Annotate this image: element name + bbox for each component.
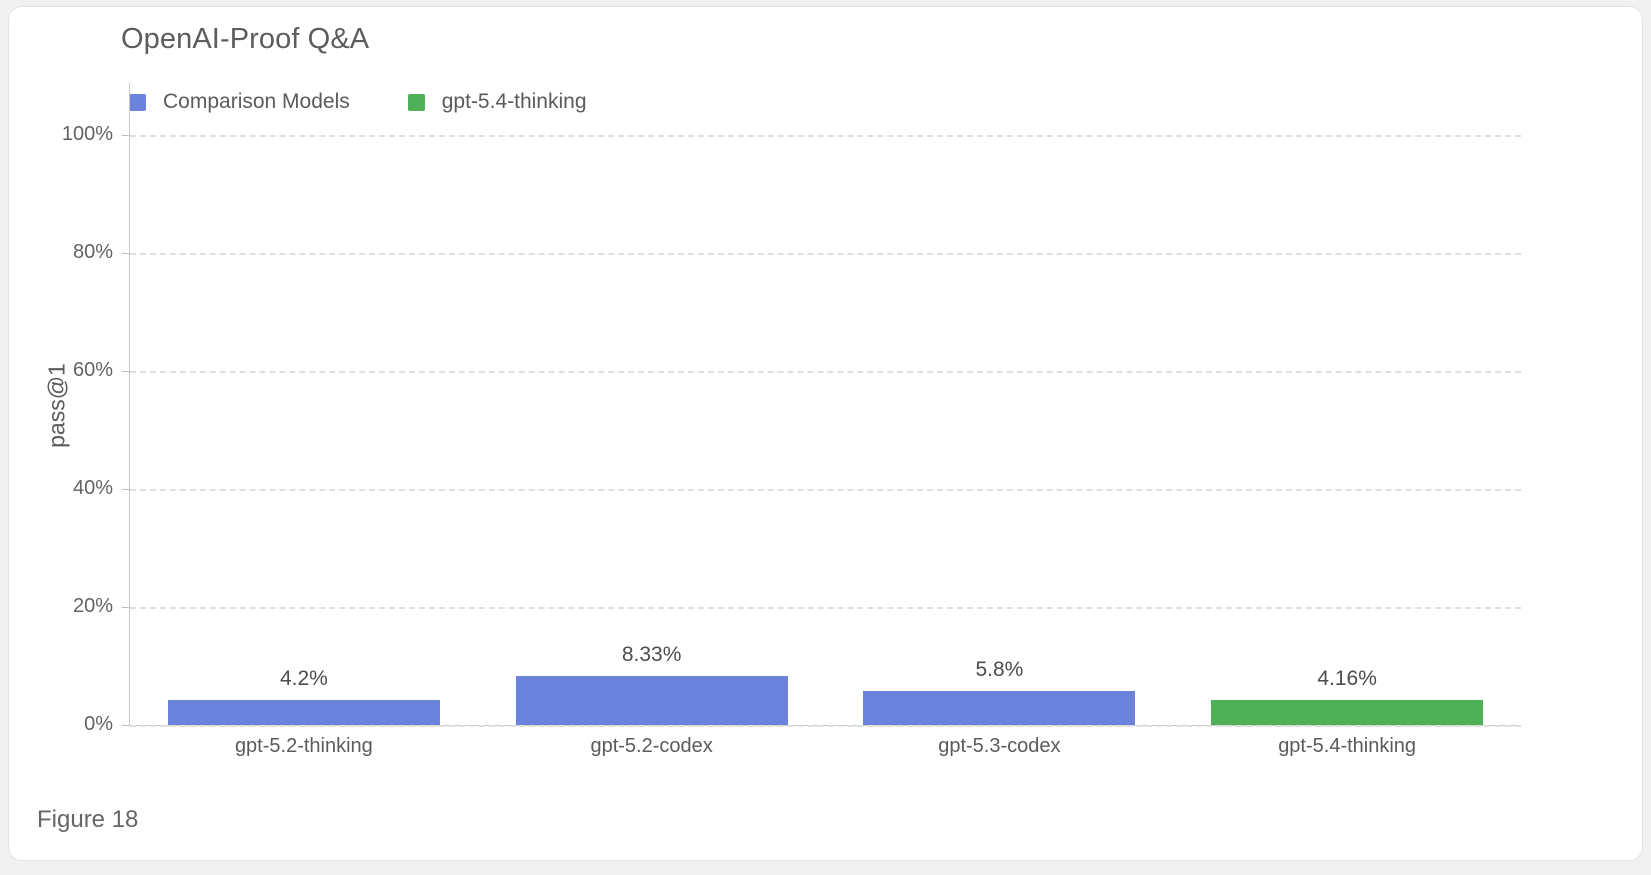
legend-item-label: gpt-5.4-thinking bbox=[441, 90, 587, 113]
bar-series: 4.2% 8.33% 5.8% 4.16% bbox=[130, 135, 1521, 725]
x-axis-tick-label: gpt-5.3-codex bbox=[938, 735, 1061, 757]
gridline bbox=[130, 371, 1521, 373]
chart-legend: Comparison Models gpt-5.4-thinking bbox=[129, 88, 587, 116]
bar[interactable] bbox=[1211, 700, 1484, 725]
y-axis-tick-mark bbox=[122, 725, 130, 726]
bar-group: 4.16% bbox=[1211, 135, 1484, 725]
x-axis-tick-label: gpt-5.4-thinking bbox=[1278, 735, 1417, 757]
gridline bbox=[130, 607, 1521, 609]
gridline bbox=[130, 135, 1521, 137]
y-axis-tick-mark bbox=[122, 253, 130, 254]
y-axis-tick-label: 80% bbox=[72, 241, 113, 263]
legend-item-label: Comparison Models bbox=[163, 90, 350, 113]
y-axis-tick-mark bbox=[122, 489, 130, 490]
y-axis-tick-label: 100% bbox=[61, 123, 113, 145]
bar[interactable] bbox=[863, 690, 1136, 725]
bar-group: 8.33% bbox=[515, 135, 788, 725]
bar-value-label: 4.2% bbox=[279, 667, 328, 691]
chart-title: OpenAI-Proof Q&A bbox=[121, 23, 370, 55]
y-axis-tick-label: 40% bbox=[72, 477, 113, 499]
gridline bbox=[130, 253, 1521, 255]
y-axis-tick-label: 60% bbox=[72, 359, 113, 381]
legend-swatch-icon bbox=[407, 93, 425, 111]
x-axis-tick-label: gpt-5.2-thinking bbox=[234, 735, 373, 757]
y-axis-tick-mark bbox=[122, 607, 130, 608]
plot-area: pass@1 0% 20% 40% 60% 80% 100% 4.2% 8.33% 5.8% 4… bbox=[9, 7, 1644, 862]
y-axis-tick-mark bbox=[122, 371, 130, 372]
y-axis-tick-label: 20% bbox=[72, 595, 113, 617]
legend-item-comparison-models[interactable]: Comparison Models bbox=[129, 90, 350, 114]
bar-value-label: 8.33% bbox=[621, 642, 682, 666]
figure-caption: Figure 18 bbox=[37, 806, 139, 833]
y-axis-title: pass@1 bbox=[43, 363, 70, 448]
bar[interactable] bbox=[167, 700, 440, 725]
legend-swatch-icon bbox=[129, 93, 146, 111]
gridline bbox=[130, 725, 1521, 727]
legend-item-gpt-5-4-thinking[interactable]: gpt-5.4-thinking bbox=[407, 90, 587, 114]
bar-group: 4.2% bbox=[167, 135, 440, 725]
bar-value-label: 5.8% bbox=[975, 657, 1024, 681]
y-axis-tick-mark bbox=[122, 135, 130, 136]
figure-card: OpenAI-Proof Q&A Comparison Models gpt-5… bbox=[8, 6, 1643, 861]
gridline bbox=[130, 489, 1521, 491]
bar-value-label: 4.16% bbox=[1317, 667, 1377, 691]
y-axis-line bbox=[129, 83, 130, 726]
x-axis-tick-label: gpt-5.2-codex bbox=[590, 735, 713, 757]
bar[interactable] bbox=[515, 675, 788, 725]
bar-group: 5.8% bbox=[863, 135, 1136, 725]
y-axis-tick-label: 0% bbox=[84, 713, 113, 735]
